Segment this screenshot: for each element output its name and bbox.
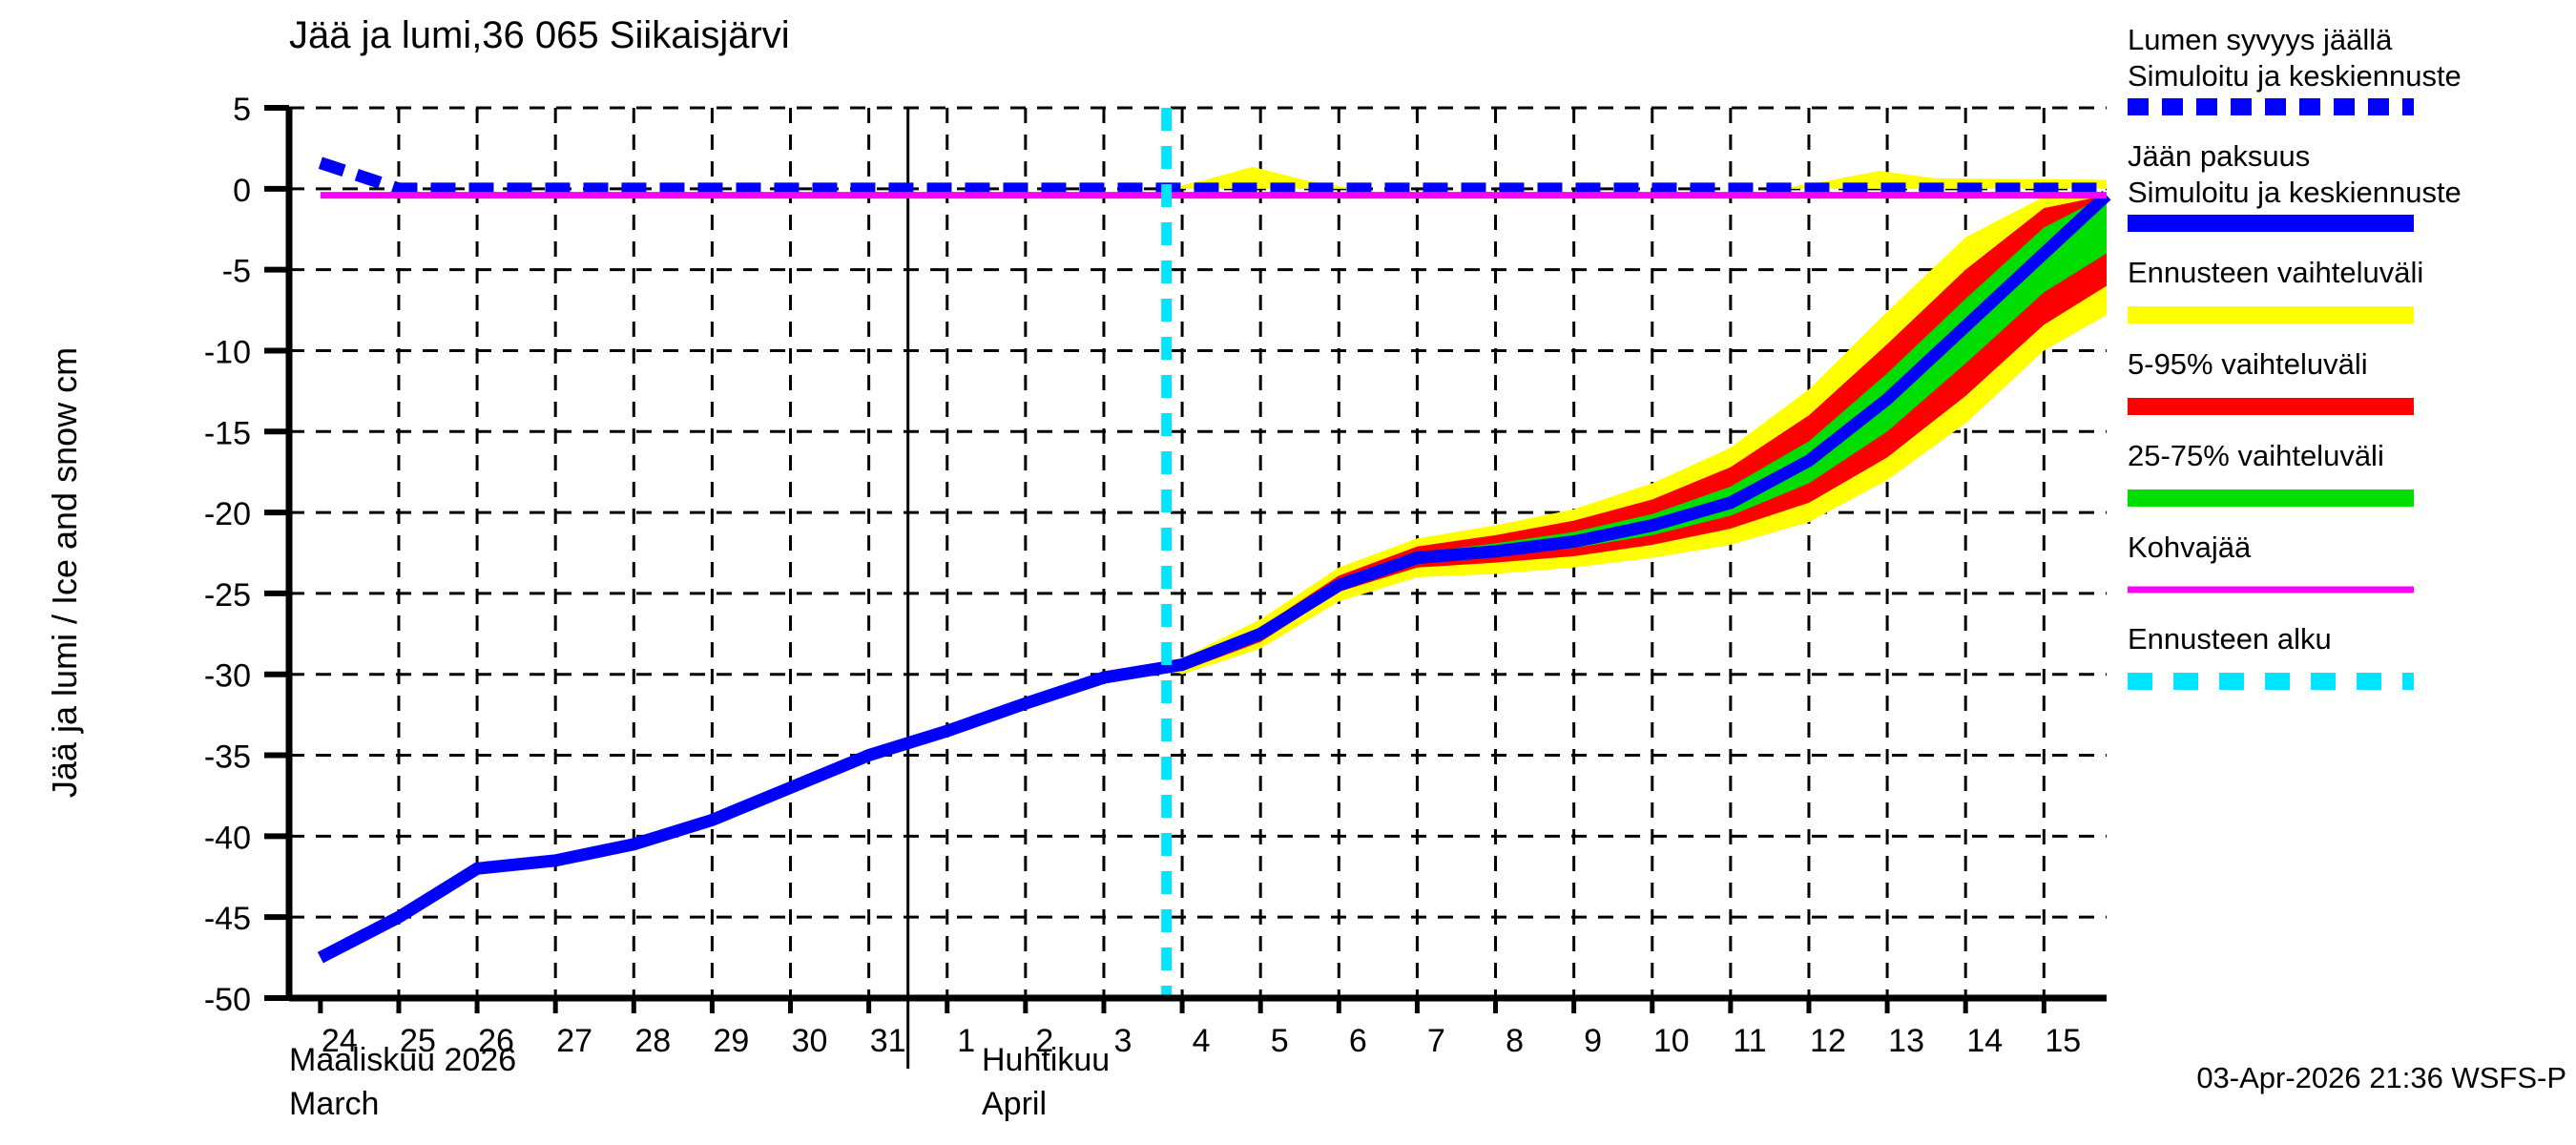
x-tick-label: 14 bbox=[1966, 1023, 2003, 1059]
x-tick-label: 27 bbox=[556, 1023, 592, 1059]
y-axis-label: Jää ja lumi / Ice and snow cm bbox=[45, 347, 84, 798]
uncertainty-bands bbox=[1166, 166, 2107, 675]
page-title: Jää ja lumi,36 065 Siikaisjärvi bbox=[289, 14, 790, 56]
y-tick-label: 5 bbox=[233, 92, 251, 128]
x-tick-label: 6 bbox=[1349, 1023, 1367, 1059]
y-tick-label: -15 bbox=[204, 415, 251, 451]
y-tick-label: -50 bbox=[204, 982, 251, 1018]
legend-label: 25-75% vaihteluväli bbox=[2128, 439, 2384, 472]
month-label-right-en: April bbox=[982, 1086, 1047, 1122]
x-tick-label: 25 bbox=[400, 1023, 436, 1059]
x-tick-label: 29 bbox=[713, 1023, 749, 1059]
month-label-left-en: March bbox=[289, 1086, 379, 1122]
y-axis-ticks: 5 0 -5 -10 -15 -20 -25 -30 -35 -40 -45 -50 bbox=[204, 92, 289, 1018]
series-line bbox=[317, 190, 2111, 964]
y-tick-label: -35 bbox=[204, 739, 251, 776]
legend-sublabel: Simuloitu ja keskiennuste bbox=[2128, 59, 2462, 93]
y-tick-label: 0 bbox=[233, 173, 251, 209]
y-tick-label: -30 bbox=[204, 658, 251, 695]
y-tick-label: -45 bbox=[204, 901, 251, 937]
legend-sublabel: Simuloitu ja keskiennuste bbox=[2128, 176, 2462, 209]
x-tick-label: 15 bbox=[2045, 1023, 2081, 1059]
y-tick-label: -20 bbox=[204, 496, 251, 532]
x-tick-label: 10 bbox=[1653, 1023, 1690, 1059]
x-tick-label: 9 bbox=[1584, 1023, 1602, 1059]
x-tick-label: 26 bbox=[478, 1023, 514, 1059]
data-series bbox=[317, 156, 2111, 964]
legend-label: Jään paksuus bbox=[2128, 139, 2310, 173]
x-tick-label: 31 bbox=[870, 1023, 906, 1059]
x-tick-label: 3 bbox=[1114, 1023, 1132, 1059]
x-axis-ticks: 24 25 26 27 28 29 30 31 1 2 3 4 5 6 7 8 9 10 11 12 13 14 15 bbox=[318, 998, 2081, 1059]
x-tick-label: 13 bbox=[1888, 1023, 1924, 1059]
x-tick-label: 5 bbox=[1271, 1023, 1289, 1059]
y-tick-label: -40 bbox=[204, 820, 251, 856]
x-tick-label: 28 bbox=[634, 1023, 671, 1059]
x-tick-label: 4 bbox=[1193, 1023, 1211, 1059]
y-tick-label: -25 bbox=[204, 577, 251, 614]
band-area bbox=[1166, 195, 2107, 672]
month-label-right-fi: Huhtikuu bbox=[982, 1042, 1110, 1078]
x-tick-label: 7 bbox=[1427, 1023, 1445, 1059]
x-tick-label: 1 bbox=[957, 1023, 975, 1059]
legend-label: Kohvajää bbox=[2128, 531, 2252, 564]
x-tick-label: 30 bbox=[792, 1023, 828, 1059]
y-tick-label: -10 bbox=[204, 334, 251, 370]
legend-label: Lumen syvyys jäällä bbox=[2128, 23, 2393, 56]
legend-label: Ennusteen vaihteluväli bbox=[2128, 256, 2423, 289]
y-tick-label: -5 bbox=[222, 254, 251, 290]
axis-frame bbox=[285, 108, 2107, 1002]
series-line bbox=[318, 156, 2107, 196]
x-tick-label: 24 bbox=[322, 1023, 358, 1059]
x-tick-label: 11 bbox=[1733, 1023, 1766, 1059]
month-label-left-fi: Maaliskuu 2026 bbox=[289, 1042, 516, 1078]
timestamp-label: 03-Apr-2026 21:36 WSFS-P bbox=[2196, 1061, 2566, 1094]
band-area bbox=[1166, 166, 2107, 189]
x-tick-label: 2 bbox=[1035, 1023, 1053, 1059]
legend-label: 5-95% vaihteluväli bbox=[2128, 347, 2368, 381]
x-tick-label: 12 bbox=[1810, 1023, 1846, 1059]
legend-label: Ennusteen alku bbox=[2128, 622, 2332, 656]
x-tick-label: 8 bbox=[1506, 1023, 1524, 1059]
